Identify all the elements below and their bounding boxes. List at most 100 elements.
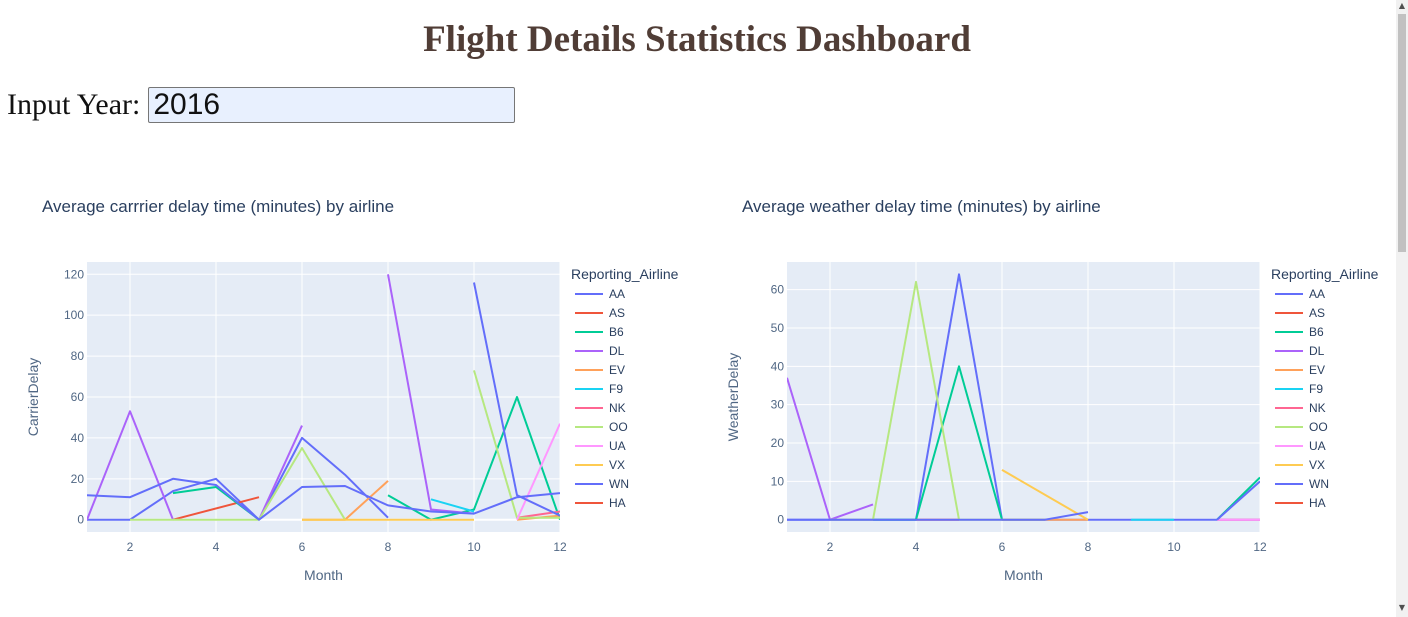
weather-delay-chart-y-tick-label: 30 bbox=[771, 398, 785, 412]
weather-delay-chart-legend-item-b6[interactable]: B6 bbox=[1275, 325, 1324, 339]
carrier-delay-chart-series-line-aa bbox=[87, 436, 389, 521]
carrier-delay-chart-series-line-dl bbox=[258, 425, 303, 521]
carrier-delay-chart-series-line-wn bbox=[87, 477, 560, 521]
carrier-delay-chart-series-line-f9 bbox=[430, 498, 475, 513]
carrier-delay-chart-legend-item-ua[interactable]: UA bbox=[575, 439, 626, 453]
weather-delay-chart-series-group bbox=[787, 273, 1260, 521]
weather-delay-chart-legend-label: AA bbox=[1309, 287, 1325, 301]
weather-delay-chart-legend-label: B6 bbox=[1309, 325, 1324, 339]
weather-delay-chart-legend-item-as[interactable]: AS bbox=[1275, 306, 1325, 320]
weather-delay-chart-y-tick-label: 0 bbox=[777, 513, 784, 527]
weather-delay-chart-legend-title: Reporting_Airline bbox=[1271, 266, 1379, 282]
carrier-delay-chart-legend-label: F9 bbox=[609, 382, 623, 396]
carrier-delay-chart-legend-label: AS bbox=[609, 306, 625, 320]
weather-delay-chart-legend-item-ha[interactable]: HA bbox=[1275, 496, 1326, 510]
carrier-delay-chart-legend-item-ev[interactable]: EV bbox=[575, 363, 625, 377]
carrier-delay-chart-y-tick-label: 100 bbox=[64, 308, 84, 322]
weather-delay-chart-x-tick-label: 6 bbox=[999, 540, 1006, 554]
weather-delay-chart-x-tick-label: 10 bbox=[1167, 540, 1181, 554]
year-input[interactable] bbox=[148, 87, 516, 123]
weather-delay-chart-x-tick-label: 2 bbox=[827, 540, 834, 554]
carrier-delay-chart-legend-item-f9[interactable]: F9 bbox=[575, 382, 623, 396]
carrier-delay-chart-y-tick-label: 80 bbox=[71, 349, 85, 363]
carrier-delay-chart-legend-item-oo[interactable]: OO bbox=[575, 420, 628, 434]
weather-delay-chart-y-tick-label: 50 bbox=[771, 321, 785, 335]
carrier-delay-chart-series-group bbox=[87, 274, 560, 521]
carrier-delay-chart-legend-item-dl[interactable]: DL bbox=[575, 344, 625, 358]
weather-delay-chart-legend-label: DL bbox=[1309, 344, 1325, 358]
carrier-delay-chart-x-tick-label: 12 bbox=[553, 540, 567, 554]
carrier-delay-chart-legend-item-b6[interactable]: B6 bbox=[575, 325, 624, 339]
carrier-delay-chart-title: Average carrrier delay time (minutes) by… bbox=[42, 197, 394, 216]
carrier-delay-chart-legend-item-ha[interactable]: HA bbox=[575, 496, 626, 510]
weather-delay-chart-legend-label: OO bbox=[1309, 420, 1328, 434]
carrier-delay-chart-x-tick-label: 4 bbox=[213, 540, 220, 554]
carrier-delay-chart-x-tick-label: 2 bbox=[127, 540, 134, 554]
carrier-delay-chart-legend-label: NK bbox=[609, 401, 626, 415]
year-input-row: Input Year: bbox=[7, 85, 516, 125]
carrier-delay-chart-x-axis-title: Month bbox=[304, 567, 343, 583]
carrier-delay-chart-x-tick-label: 8 bbox=[385, 540, 392, 554]
carrier-delay-chart-y-tick-label: 120 bbox=[64, 267, 84, 281]
scroll-down-arrow-icon[interactable]: ▼ bbox=[1398, 603, 1406, 612]
weather-delay-chart-legend-item-wn[interactable]: WN bbox=[1275, 477, 1329, 491]
weather-delay-chart-legend-label: EV bbox=[1309, 363, 1325, 377]
weather-delay-chart-legend-item-ua[interactable]: UA bbox=[1275, 439, 1326, 453]
carrier-delay-chart: Average carrrier delay time (minutes) by… bbox=[0, 180, 700, 590]
weather-delay-chart: Average weather delay time (minutes) by … bbox=[700, 180, 1400, 590]
weather-delay-chart-legend-label: AS bbox=[1309, 306, 1325, 320]
carrier-delay-chart-y-axis-title: CarrierDelay bbox=[25, 358, 41, 437]
page-scrollbar[interactable]: ▲ ▼ bbox=[1396, 0, 1408, 617]
weather-delay-chart-legend-label: WN bbox=[1309, 477, 1329, 491]
carrier-delay-chart-legend-label: B6 bbox=[609, 325, 624, 339]
weather-delay-chart-legend-item-nk[interactable]: NK bbox=[1275, 401, 1326, 415]
carrier-delay-chart-series-line-dl bbox=[87, 410, 174, 521]
carrier-delay-chart-series-line-ua bbox=[516, 423, 560, 521]
weather-delay-chart-svg: Average weather delay time (minutes) by … bbox=[725, 197, 1379, 583]
carrier-delay-chart-legend-item-wn[interactable]: WN bbox=[575, 477, 629, 491]
carrier-delay-chart-x-tick-label: 6 bbox=[299, 540, 306, 554]
weather-delay-chart-legend-label: HA bbox=[1309, 496, 1326, 510]
weather-delay-chart-y-tick-label: 10 bbox=[771, 474, 785, 488]
carrier-delay-chart-x-tick-label: 10 bbox=[467, 540, 481, 554]
carrier-delay-chart-y-tick-label: 20 bbox=[71, 472, 85, 486]
weather-delay-chart-x-tick-label: 8 bbox=[1085, 540, 1092, 554]
carrier-delay-chart-legend-label: WN bbox=[609, 477, 629, 491]
carrier-delay-chart-legend-label: EV bbox=[609, 363, 625, 377]
carrier-delay-chart-legend-label: VX bbox=[609, 458, 625, 472]
carrier-delay-chart-legend-label: HA bbox=[609, 496, 626, 510]
carrier-delay-chart-series-line-wn bbox=[473, 282, 560, 517]
weather-delay-chart-series-line-vx bbox=[1001, 469, 1089, 521]
carrier-delay-chart-legend-label: AA bbox=[609, 287, 625, 301]
carrier-delay-chart-legend-title: Reporting_Airline bbox=[571, 266, 679, 282]
carrier-delay-chart-legend-item-vx[interactable]: VX bbox=[575, 458, 625, 472]
weather-delay-chart-legend-label: F9 bbox=[1309, 382, 1323, 396]
carrier-delay-chart-y-tick-label: 0 bbox=[77, 513, 84, 527]
scroll-up-arrow-icon[interactable]: ▲ bbox=[1398, 1, 1406, 10]
weather-delay-chart-legend-label: UA bbox=[1309, 439, 1326, 453]
carrier-delay-chart-series-line-as bbox=[172, 496, 260, 521]
carrier-delay-chart-svg: Average carrrier delay time (minutes) by… bbox=[25, 197, 679, 583]
weather-delay-chart-x-axis-title: Month bbox=[1004, 567, 1043, 583]
weather-delay-chart-y-axis-title: WeatherDelay bbox=[725, 353, 741, 441]
weather-delay-chart-legend-item-f9[interactable]: F9 bbox=[1275, 382, 1323, 396]
carrier-delay-chart-legend-label: DL bbox=[609, 344, 625, 358]
weather-delay-chart-legend-label: NK bbox=[1309, 401, 1326, 415]
weather-delay-chart-y-tick-label: 20 bbox=[771, 436, 785, 450]
weather-delay-chart-y-tick-label: 60 bbox=[771, 283, 785, 297]
weather-delay-chart-legend-item-vx[interactable]: VX bbox=[1275, 458, 1325, 472]
carrier-delay-chart-legend-item-aa[interactable]: AA bbox=[575, 287, 625, 301]
carrier-delay-chart-legend-item-as[interactable]: AS bbox=[575, 306, 625, 320]
weather-delay-chart-plot-area bbox=[787, 262, 1260, 532]
weather-delay-chart-legend-item-ev[interactable]: EV bbox=[1275, 363, 1325, 377]
weather-delay-chart-series-line-wn bbox=[1216, 480, 1260, 521]
scroll-thumb[interactable] bbox=[1398, 14, 1406, 252]
weather-delay-chart-legend-item-oo[interactable]: OO bbox=[1275, 420, 1328, 434]
weather-delay-chart-legend-item-dl[interactable]: DL bbox=[1275, 344, 1325, 358]
weather-delay-chart-legend-item-aa[interactable]: AA bbox=[1275, 287, 1325, 301]
carrier-delay-chart-series-line-oo bbox=[130, 447, 346, 521]
year-input-label: Input Year: bbox=[7, 88, 141, 121]
carrier-delay-chart-legend-item-nk[interactable]: NK bbox=[575, 401, 626, 415]
carrier-delay-chart-y-tick-label: 60 bbox=[71, 390, 85, 404]
weather-delay-chart-y-tick-label: 40 bbox=[771, 359, 785, 373]
